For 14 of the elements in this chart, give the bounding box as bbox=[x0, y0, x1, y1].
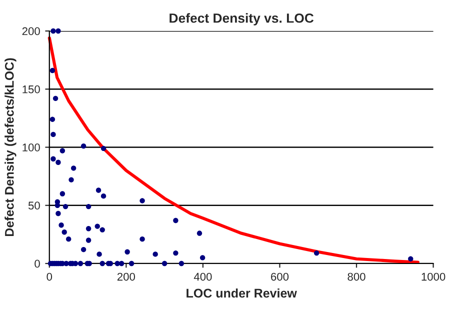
y-axis-title: Defect Density (defects/kLOC) bbox=[4, 58, 16, 236]
x-tick-label: 200 bbox=[117, 272, 136, 281]
y-tick-label: 50 bbox=[28, 202, 40, 210]
x-tick-label: 800 bbox=[348, 272, 366, 281]
x-tick-label: 400 bbox=[194, 272, 212, 281]
y-tick-label: 0 bbox=[34, 260, 40, 268]
y-tick-label: 200 bbox=[22, 27, 40, 36]
x-tick-label: 600 bbox=[271, 272, 289, 281]
x-tick-label: 0 bbox=[46, 272, 52, 281]
x-tick-label: 1000 bbox=[422, 272, 446, 281]
chart-title: Defect Density vs. LOC bbox=[170, 13, 314, 26]
y-tick-label: 150 bbox=[22, 85, 40, 94]
y-tick-label: 100 bbox=[22, 144, 40, 152]
x-axis-title: LOC under Review bbox=[186, 288, 297, 298]
